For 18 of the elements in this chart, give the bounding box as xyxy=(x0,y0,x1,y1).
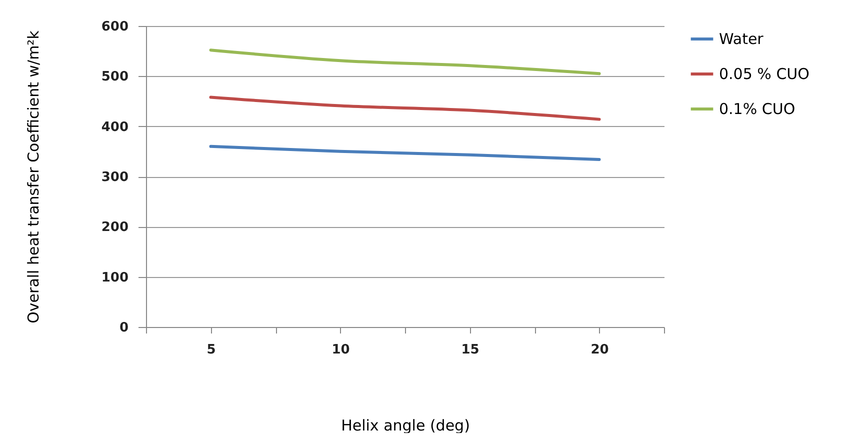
legend-label: Water xyxy=(719,30,764,48)
legend-label: 0.1% CUO xyxy=(719,100,796,118)
y-tick-label: 500 xyxy=(101,70,128,85)
line-series xyxy=(209,48,601,76)
line-series xyxy=(209,144,601,161)
x-tick-label: 20 xyxy=(590,342,609,358)
y-tick-label: 100 xyxy=(101,270,128,286)
line-series xyxy=(209,96,601,121)
legend-label: 0.05 % CUO xyxy=(719,65,810,83)
y-tick-label: 600 xyxy=(101,20,128,34)
y-tick-label: 200 xyxy=(101,220,128,236)
x-tick-label: 15 xyxy=(461,342,480,358)
x-tick-label: 5 xyxy=(206,342,216,358)
x-tick-label: 10 xyxy=(332,342,350,358)
y-tick-label: 400 xyxy=(101,120,128,135)
y-axis-title: Overall heat transfer Coefficient w/m²k xyxy=(24,30,42,324)
y-tick-label: 300 xyxy=(101,170,128,185)
y-tick-label: 0 xyxy=(119,320,128,336)
